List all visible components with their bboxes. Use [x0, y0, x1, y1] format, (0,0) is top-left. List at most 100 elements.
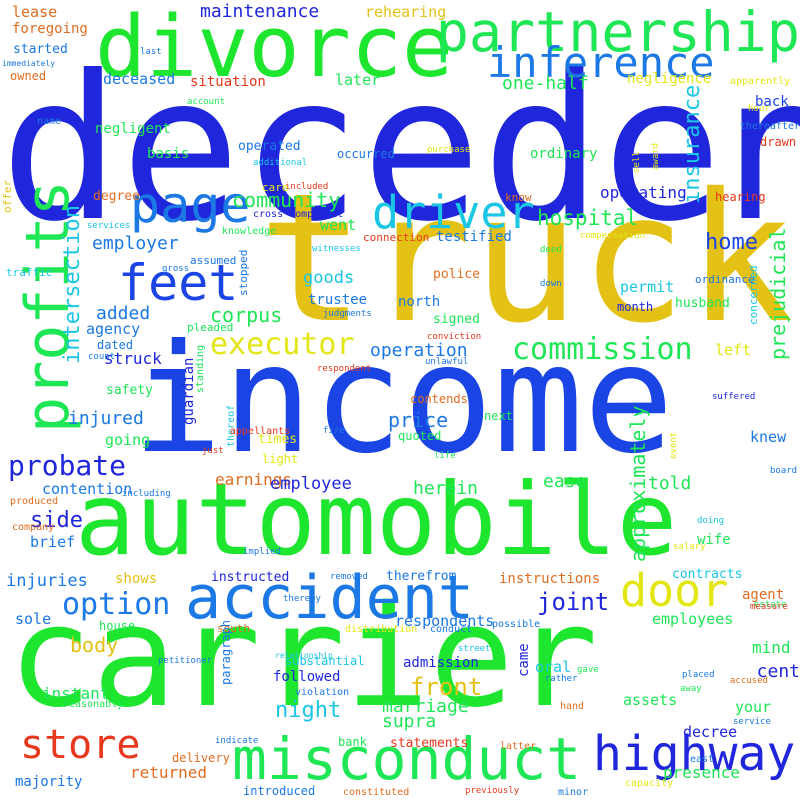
- word-bank: bank: [338, 735, 367, 749]
- word-assumed: assumed: [190, 254, 237, 267]
- word-going: going: [105, 431, 151, 449]
- word-drawn: drawn: [760, 135, 797, 149]
- word-side: side: [30, 508, 83, 533]
- word-went: went: [320, 216, 357, 234]
- word-sole: sole: [15, 610, 52, 628]
- word-your: your: [735, 698, 772, 716]
- word-lease: lease: [12, 3, 58, 21]
- word-purchase: purchase: [427, 145, 471, 155]
- word-instructions: instructions: [499, 571, 601, 587]
- word-added: added: [96, 303, 151, 324]
- word-paragraph: paragraph: [219, 619, 233, 685]
- word-times: times: [258, 432, 298, 447]
- word-presence: presence: [663, 763, 741, 782]
- word-followed: followed: [273, 669, 341, 685]
- word-care: care: [262, 181, 289, 194]
- word-deed: deed: [540, 245, 562, 255]
- word-store: store: [20, 722, 141, 768]
- word-thereafter: thereafter: [739, 121, 800, 132]
- word-contention: contention: [42, 480, 133, 498]
- word-south: south: [217, 622, 251, 635]
- word-safety: safety: [106, 383, 153, 398]
- word-indicate: indicate: [215, 736, 259, 746]
- word-previously: previously: [465, 786, 520, 796]
- word-truck: truck: [258, 155, 794, 362]
- word-injured: injured: [68, 408, 144, 429]
- word-included: included: [285, 182, 329, 192]
- word-quoted: quoted: [398, 429, 442, 443]
- word-testified: testified: [436, 229, 512, 245]
- word-executor: executor: [210, 327, 355, 362]
- word-capacity: capacity: [625, 778, 674, 789]
- word-accused: accused: [730, 676, 768, 686]
- word-wife: wife: [697, 532, 731, 548]
- word-later: later: [335, 71, 381, 89]
- word-service: service: [733, 717, 771, 727]
- word-commission: commission: [512, 332, 693, 367]
- word-east: east: [690, 754, 715, 765]
- word-conviction: conviction: [427, 332, 482, 342]
- word-came: came: [516, 643, 532, 677]
- word-agency: agency: [86, 320, 141, 338]
- word-option: option: [62, 587, 171, 622]
- word-owned: owned: [10, 69, 47, 83]
- word-possible: possible: [492, 619, 541, 630]
- word-price: price: [388, 408, 449, 432]
- word-award: award: [651, 142, 661, 170]
- word-carrier: carrier: [8, 576, 599, 739]
- word-witnesses: witnesses: [312, 244, 361, 254]
- word-standing: standing: [195, 344, 206, 393]
- word-down: down: [540, 279, 562, 289]
- word-doing: doing: [697, 516, 725, 526]
- word-operated: operated: [238, 139, 301, 154]
- word-ordinance: ordinance: [695, 273, 755, 286]
- word-brief: brief: [30, 533, 76, 551]
- word-inference: inference: [487, 38, 715, 87]
- word-gross: gross: [162, 264, 190, 274]
- word-majority: majority: [15, 774, 83, 790]
- word-decree: decree: [683, 723, 738, 741]
- word-cross-complaint: cross-complaint: [253, 209, 344, 220]
- word-herein: herein: [413, 478, 479, 499]
- word-supra: supra: [382, 711, 437, 732]
- word-left: left: [715, 341, 752, 359]
- word-knew: knew: [750, 428, 787, 446]
- word-dated: dated: [97, 338, 134, 352]
- word-approximately: approximately: [626, 405, 650, 562]
- word-reasonably: reasonably: [63, 699, 124, 710]
- word-injuries: injuries: [6, 571, 88, 591]
- word-last: last: [140, 47, 162, 57]
- word-constituted: constituted: [343, 787, 410, 798]
- word-know: know: [505, 191, 532, 204]
- word-contends: contends: [410, 392, 468, 406]
- word-ordinary: ordinary: [530, 146, 598, 162]
- word-latter: latter: [500, 741, 537, 752]
- word-told: told: [648, 473, 692, 494]
- word-stopped: stopped: [237, 249, 250, 296]
- word-compensation: compensation: [580, 231, 646, 241]
- word-door: door: [620, 564, 729, 617]
- word-name: name: [37, 116, 62, 127]
- word-next: next: [484, 409, 513, 423]
- word-basis: basis: [147, 146, 190, 162]
- word-intersection: intersection: [60, 205, 85, 364]
- word-cent: cent: [756, 661, 800, 682]
- word-employee: employee: [270, 474, 352, 494]
- word-assets: assets: [623, 691, 678, 709]
- word-foregoing: foregoing: [12, 21, 88, 37]
- word-sell: sell: [632, 151, 642, 173]
- word-started: started: [13, 42, 68, 57]
- word-salary: salary: [673, 542, 706, 552]
- word-agent: agent: [742, 587, 785, 603]
- word-suffered: suffered: [712, 392, 756, 402]
- word-including: including: [122, 489, 171, 499]
- word-highway: highway: [593, 726, 796, 782]
- word-signed: signed: [433, 312, 480, 327]
- word-rehearing: rehearing: [365, 3, 447, 21]
- word-connection: connection: [363, 231, 430, 244]
- word-appellants: appellants: [230, 426, 291, 437]
- word-respondents: respondents: [395, 612, 495, 630]
- word-minor: minor: [558, 787, 589, 798]
- word-earnings: earnings: [215, 470, 293, 489]
